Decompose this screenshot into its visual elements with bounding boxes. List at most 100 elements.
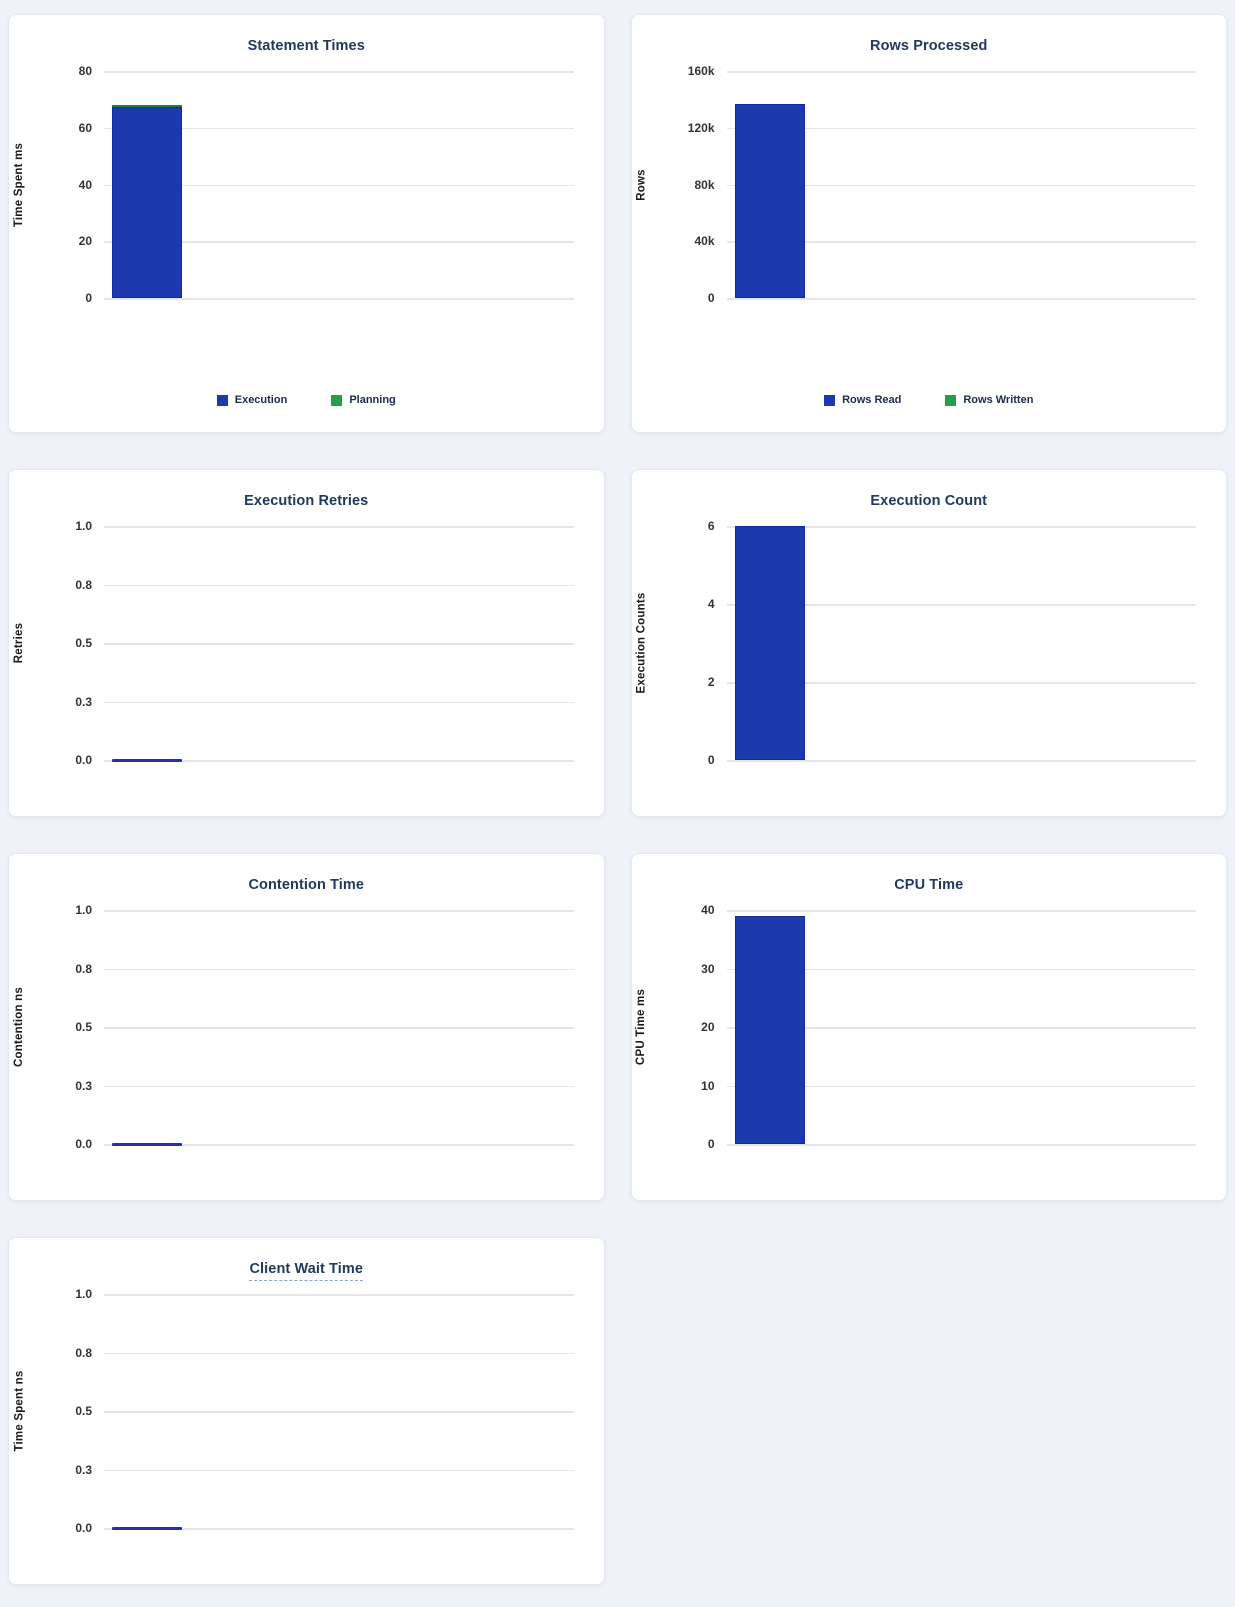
y-tick-label: 0.8 [75, 577, 92, 592]
y-axis-label: Retries [13, 622, 25, 664]
chart-legend: Execution Planning [9, 394, 604, 406]
gridline [104, 968, 574, 970]
gridline [104, 1411, 574, 1413]
gridline [104, 1294, 574, 1296]
y-tick-label: 0.3 [75, 1462, 92, 1477]
gridline [104, 71, 574, 73]
chart-title-client-wait-time: Client Wait Time [9, 1238, 604, 1281]
legend-label: Rows Written [963, 394, 1034, 406]
bar-segment-rows-read [734, 103, 805, 298]
y-axis-label: Rows [635, 168, 648, 201]
legend-label: Rows Read [842, 394, 902, 406]
y-tick-label: 0.8 [75, 1345, 92, 1360]
rows-processed-plot: Rows 160k 120k 80k 40k 0 [636, 65, 1196, 304]
y-axis-label-wrap: Time Spent ns [11, 1294, 27, 1528]
y-tick-label: 2 [707, 675, 715, 689]
gridline [726, 910, 1196, 912]
contention-time-plot: Contention ns 1.0 0.8 0.5 0.3 0.0 [13, 904, 574, 1150]
y-axis-label-wrap: Time Spent ms [11, 71, 27, 298]
chart-card-execution-retries: Execution Retries Retries 1.0 0.8 0.5 0.3 0.… [8, 469, 605, 817]
gridline [104, 643, 574, 645]
bar-segment [734, 915, 805, 1144]
gridline [726, 968, 1196, 970]
gridline [104, 298, 574, 300]
y-tick-label: 4 [707, 597, 715, 611]
legend-item-rows-read: Rows Read [824, 394, 901, 406]
y-tick-label: 0 [707, 291, 715, 305]
chart-card-contention-time: Contention Time Contention ns 1.0 0.8 0.5 0… [8, 853, 605, 1201]
y-axis-label: Time Spent ms [13, 142, 26, 227]
y-tick-label: 0.5 [75, 636, 92, 650]
y-tick-label: 120k [687, 120, 715, 135]
y-tick-label: 1.0 [75, 519, 92, 533]
cpu-time-plot: CPU Time ms 40 30 20 10 0 [636, 904, 1196, 1150]
chart-card-statement-times: Statement Times Time Spent ms 80 60 40 20 0 … [8, 14, 605, 433]
y-tick-label: 80k [694, 177, 715, 192]
y-tick-label: 6 [707, 519, 715, 533]
y-tick-label: 60 [78, 120, 92, 135]
y-tick-label: 0.5 [75, 1404, 92, 1418]
gridline [726, 1027, 1196, 1029]
y-axis-label-wrap: Contention ns [11, 910, 27, 1144]
legend-label: Execution [234, 394, 288, 406]
bar-segment-execution [112, 107, 182, 298]
chart-title-execution-count: Execution Count [632, 470, 1227, 510]
execution-count-plot: Execution Counts 6 4 2 0 [636, 520, 1196, 766]
gridline [104, 1469, 574, 1471]
y-axis-label: Time Spent ns [13, 1370, 25, 1452]
y-axis-label-wrap: Execution Counts [634, 526, 650, 760]
chart-title-text: Contention Time [248, 877, 365, 893]
client-wait-time-plot: Time Spent ns 1.0 0.8 0.5 0.3 0.0 [13, 1288, 574, 1534]
gridline [726, 241, 1196, 243]
zero-value-bar [112, 758, 182, 762]
legend-swatch [216, 394, 228, 406]
gridline [726, 298, 1196, 300]
y-tick-label: 0.8 [75, 961, 92, 976]
y-tick-label: 20 [78, 234, 92, 249]
gridline [726, 682, 1196, 684]
chart-card-rows-processed: Rows Processed Rows 160k 120k 80k 40k 0 Rows… [630, 14, 1227, 433]
chart-title-tooltip-trigger[interactable]: Client Wait Time [249, 1261, 364, 1281]
y-axis-label: CPU Time ms [635, 988, 648, 1066]
bar-segment-planning [112, 105, 182, 108]
chart-title-execution-retries: Execution Retries [9, 470, 604, 510]
gridline [104, 526, 574, 528]
charts-grid: Statement Times Time Spent ms 80 60 40 20 0 … [8, 14, 1227, 1585]
bar-segment [734, 526, 805, 760]
y-tick-label: 0 [85, 291, 92, 305]
chart-title-text: Rows Processed [870, 38, 988, 54]
legend-swatch [945, 394, 957, 406]
chart-title-statement-times: Statement Times [9, 15, 604, 55]
y-tick-label: 20 [701, 1020, 715, 1034]
y-axis-label: Execution Counts [635, 592, 648, 694]
y-tick-label: 10 [701, 1078, 715, 1093]
gridline [104, 1528, 574, 1530]
execution-retries-plot: Retries 1.0 0.8 0.5 0.3 0.0 [13, 520, 574, 766]
chart-title-text: Execution Count [870, 493, 988, 509]
y-tick-label: 0.0 [75, 753, 92, 767]
chart-card-client-wait-time: Client Wait Time Time Spent ns 1.0 0.8 0.5… [8, 1237, 605, 1585]
y-tick-label: 0.3 [75, 694, 92, 709]
gridline [104, 1352, 574, 1354]
chart-title-contention-time: Contention Time [9, 854, 604, 894]
chart-card-execution-count: Execution Count Execution Counts 6 4 2 0 [630, 469, 1227, 817]
gridline [726, 604, 1196, 606]
legend-swatch [331, 394, 343, 406]
y-axis-label-wrap: CPU Time ms [634, 910, 650, 1144]
gridline [104, 701, 574, 703]
chart-title-cpu-time: CPU Time [632, 854, 1227, 894]
y-tick-label: 40 [78, 177, 92, 192]
gridline [104, 241, 574, 243]
gridline [726, 1085, 1196, 1087]
gridline [104, 1027, 574, 1029]
gridline [104, 584, 574, 586]
y-tick-label: 160k [687, 64, 715, 78]
gridline [726, 1144, 1196, 1146]
zero-value-bar [112, 1526, 182, 1530]
gridline [726, 184, 1196, 186]
legend-item-execution: Execution [216, 394, 288, 406]
y-axis-label-wrap: Retries [11, 526, 27, 760]
y-tick-label: 1.0 [75, 1287, 92, 1301]
gridline [104, 910, 574, 912]
